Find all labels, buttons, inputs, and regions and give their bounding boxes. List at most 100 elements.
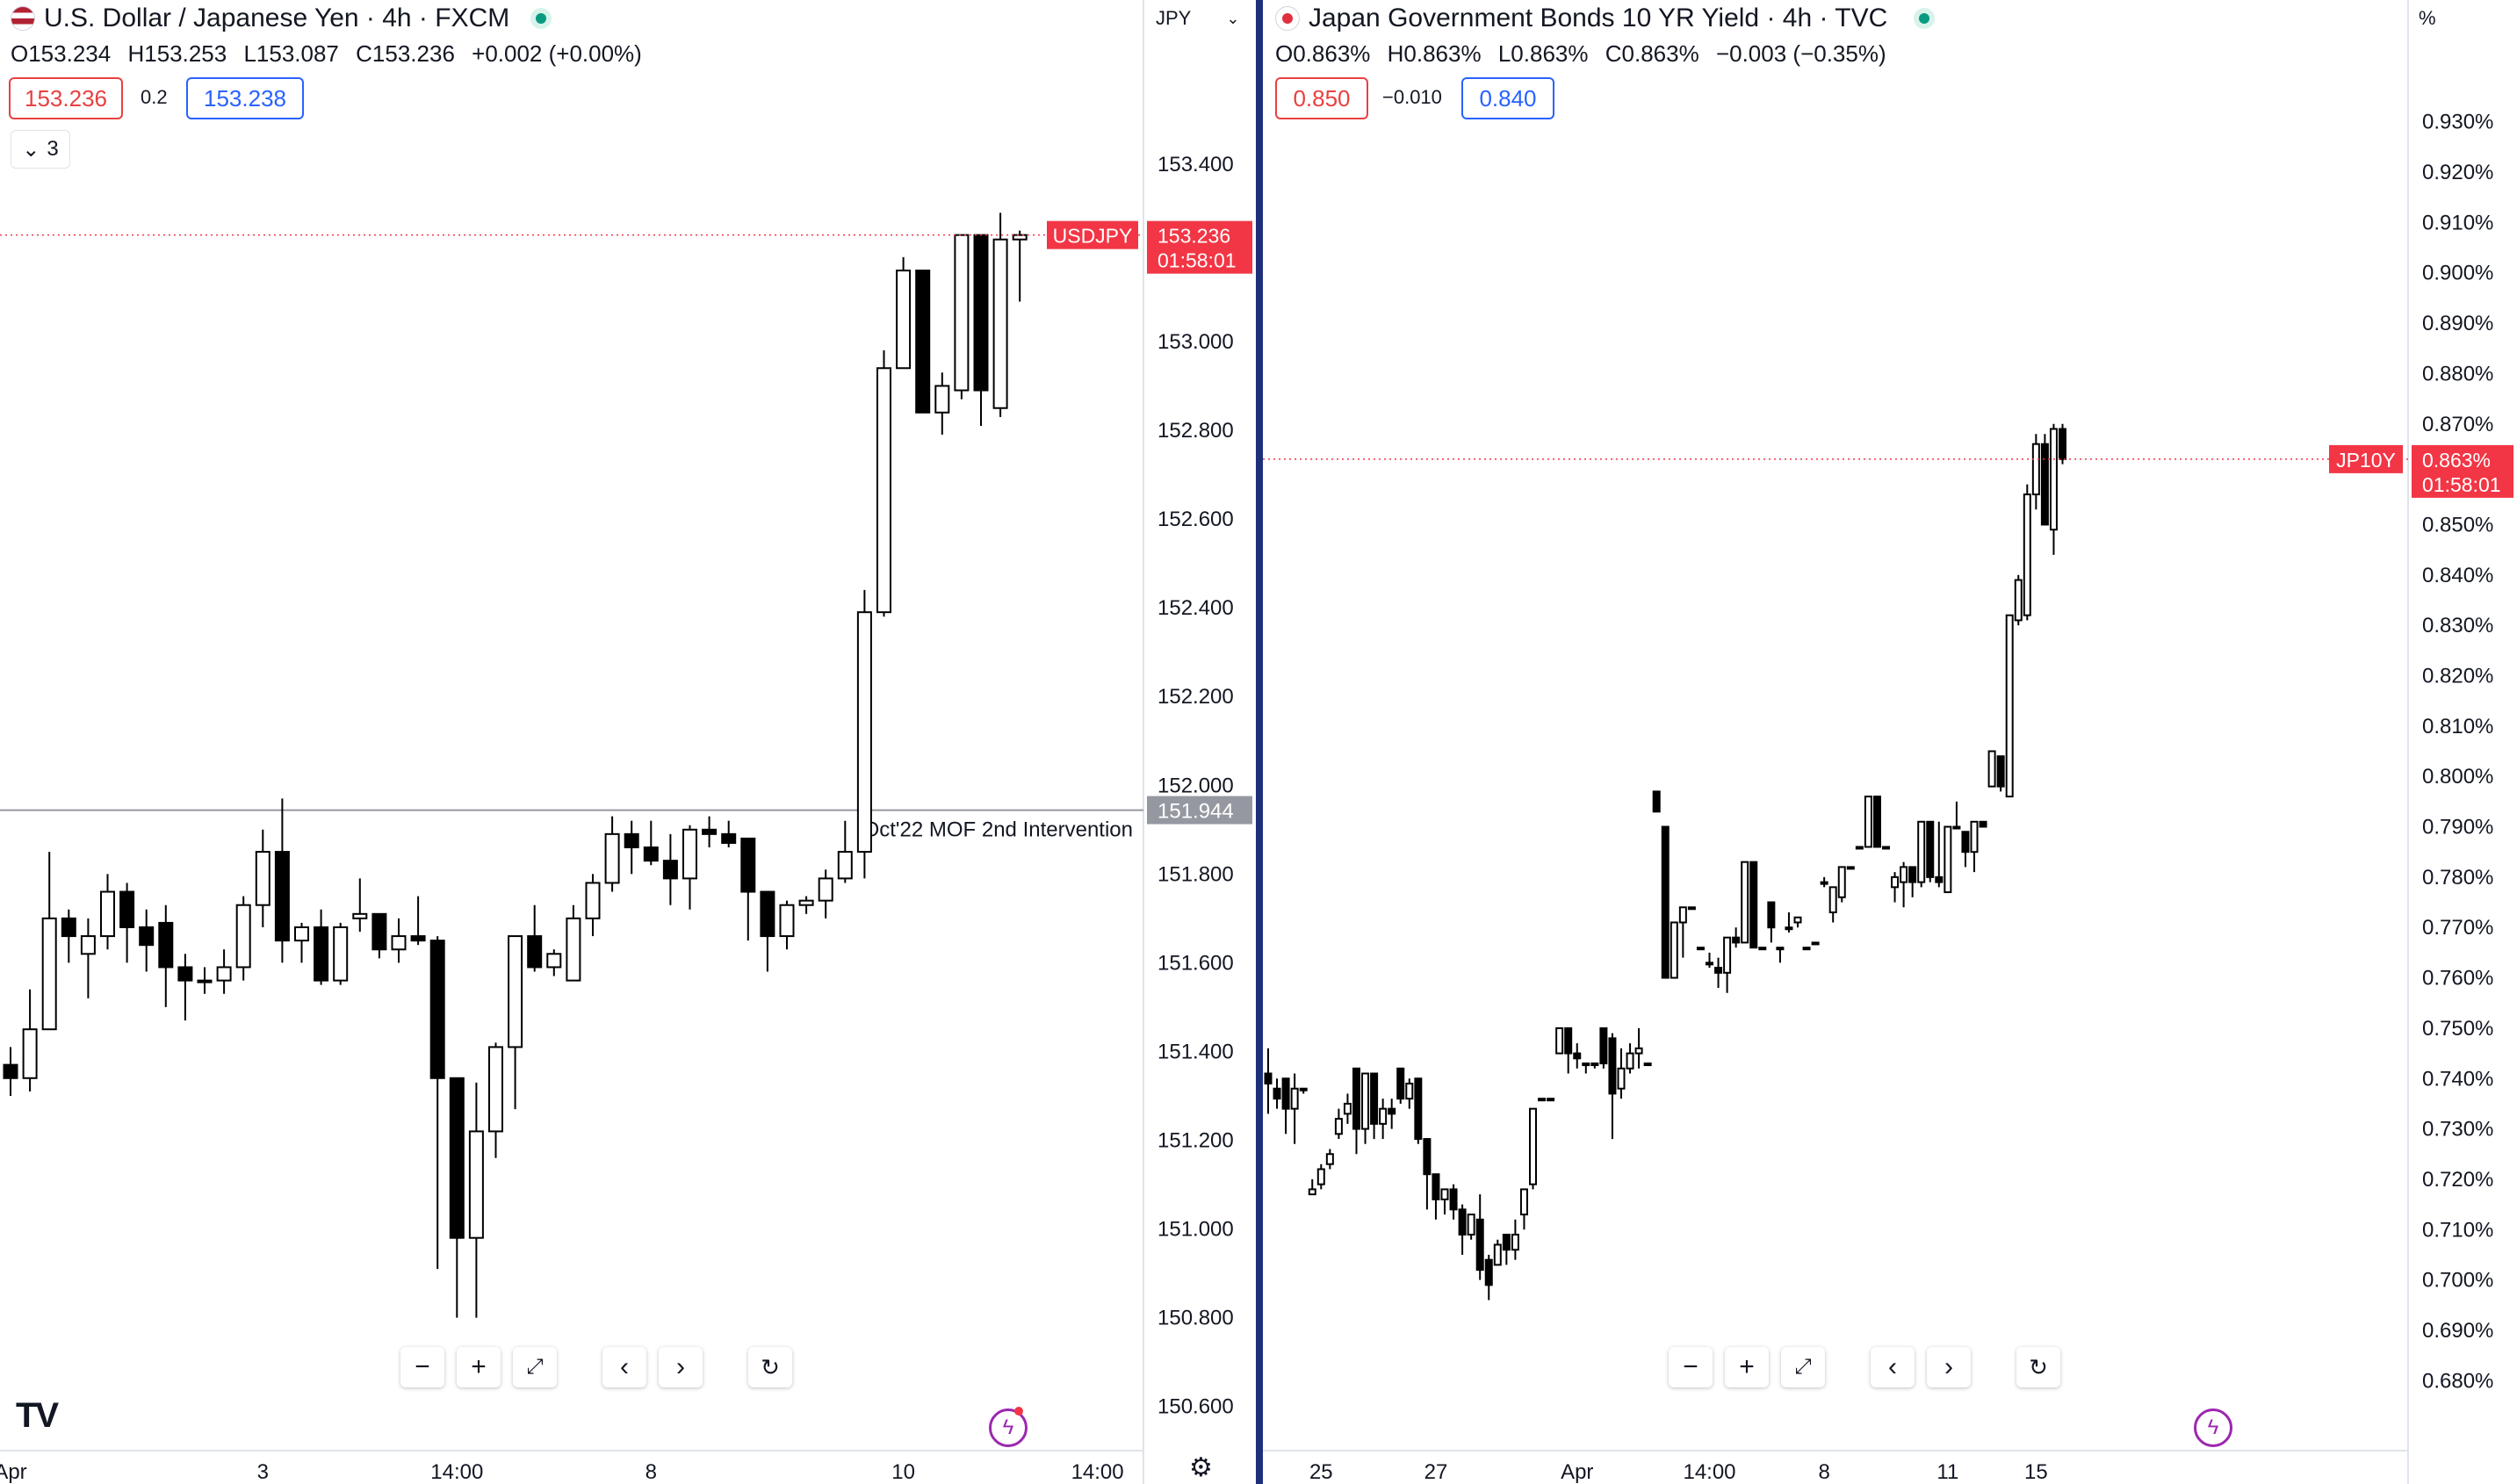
candle	[1828, 886, 1837, 923]
candle-body	[682, 828, 697, 880]
reload-button[interactable]: ↻	[2016, 1347, 2060, 1387]
change-value: +0.002 (+0.00%)	[472, 40, 642, 67]
zoom-in-button[interactable]: +	[1725, 1347, 1769, 1387]
symbol-tag-box	[2329, 444, 2403, 473]
jp10y-chart-pane[interactable]: 0.930% 0.920% 0.910% 0.900% 0.890% 0.880% 0.87…	[1263, 0, 2517, 1484]
candle-body	[1846, 866, 1855, 870]
candle-body	[468, 1130, 484, 1239]
currency-unit-select[interactable]: JPY ⌄	[1156, 7, 1239, 30]
candle-body	[1396, 1067, 1405, 1100]
expand-icon: ⤢	[526, 1355, 544, 1379]
candle-body	[1828, 886, 1837, 914]
price-tick-label: 152.800	[1158, 419, 1234, 443]
candle-body	[1926, 820, 1935, 878]
symbol-legend[interactable]: U.S. Dollar / Japanese Yen · 4h · FXCM	[11, 4, 552, 33]
price-tick-label: 0.790%	[2422, 816, 2493, 839]
candle	[1493, 1239, 1502, 1266]
candle	[177, 954, 193, 1021]
candle-body	[566, 917, 581, 982]
indicators-collapse-button[interactable]: ⌄ 3	[11, 130, 70, 169]
tradingview-logo[interactable]: TV	[16, 1396, 59, 1435]
last-price-tag-box	[2412, 444, 2513, 498]
chart-navigation: − + ⤢ ‹ › ↻	[1669, 1347, 2060, 1387]
usdjpy-chart-pane[interactable]: 153.400 153.000 152.800 152.600 152.400 152.2…	[0, 0, 1256, 1484]
candle-body	[818, 877, 833, 902]
candle-body	[1741, 861, 1749, 944]
candle-body	[1440, 1188, 1449, 1200]
zoom-out-button[interactable]: −	[1669, 1347, 1713, 1387]
candle-body	[624, 832, 639, 849]
candle-body	[1944, 825, 1952, 894]
time-tick-label: 14:00	[1683, 1460, 1735, 1484]
sell-button[interactable]: 0.850	[1275, 77, 1368, 119]
candle-body	[1493, 1243, 1502, 1266]
candle-body	[1617, 1067, 1626, 1090]
price-tick-label: 0.890%	[2422, 312, 2493, 335]
reload-button[interactable]: ↻	[748, 1347, 792, 1387]
settings-gear-icon[interactable]: ⚙	[1189, 1453, 1213, 1482]
candle-body	[1547, 1098, 1555, 1102]
price-tick-label: 0.680%	[2422, 1369, 2493, 1393]
candle-body	[119, 890, 135, 928]
candle-body	[1855, 846, 1864, 850]
price-tick-label: 0.830%	[2422, 614, 2493, 638]
candle-body	[1582, 1063, 1590, 1067]
candle-body	[1590, 1063, 1599, 1067]
spread-value: −0.010	[1382, 86, 1442, 108]
candle	[410, 896, 426, 946]
candle	[1264, 1048, 1273, 1114]
buy-button[interactable]: 153.238	[186, 77, 304, 119]
candle	[1687, 906, 1696, 911]
reset-scale-button[interactable]: ⤢	[513, 1347, 557, 1387]
candle	[197, 967, 213, 994]
candle-body	[1308, 1188, 1316, 1196]
symbol-legend[interactable]: Japan Government Bonds 10 YR Yield · 4h …	[1275, 4, 1936, 33]
pane-divider[interactable]	[1256, 0, 1263, 1484]
reset-scale-button[interactable]: ⤢	[1781, 1347, 1825, 1387]
candle-body	[604, 832, 620, 884]
candle	[837, 820, 853, 883]
scroll-left-button[interactable]: ‹	[1871, 1347, 1915, 1387]
zoom-out-button[interactable]: −	[400, 1347, 444, 1387]
candle-body	[216, 966, 232, 982]
usdjpy-chart[interactable]: 153.400 153.000 152.800 152.600 152.400 152.2…	[0, 0, 1256, 1484]
expand-icon: ⤢	[1794, 1355, 1812, 1379]
candle-body	[2005, 614, 2014, 798]
candle-body	[1484, 1258, 1493, 1286]
candle	[1732, 927, 1741, 948]
candle-body	[1996, 755, 2005, 788]
lightning-icon[interactable]: ϟ	[989, 1408, 1028, 1447]
sell-button[interactable]: 153.236	[9, 77, 123, 119]
candle	[1423, 1138, 1432, 1210]
candle-body	[391, 935, 407, 951]
open-value: O153.234	[11, 40, 112, 67]
candle-body	[1882, 846, 1890, 850]
change-value: −0.003 (−0.35%)	[1715, 40, 1886, 67]
unit-label[interactable]: %	[2419, 7, 2436, 30]
candle	[1987, 750, 1996, 788]
candle	[643, 820, 659, 866]
scroll-right-button[interactable]: ›	[659, 1347, 703, 1387]
candle	[973, 234, 989, 426]
time-tick-label: 14:00	[1071, 1460, 1124, 1484]
scroll-left-button[interactable]: ‹	[602, 1347, 646, 1387]
candle	[1379, 1099, 1388, 1140]
candle-body	[429, 940, 445, 1079]
lightning-icon[interactable]: ϟ	[2194, 1408, 2232, 1447]
scroll-right-button[interactable]: ›	[1927, 1347, 1971, 1387]
time-tick-label: 15	[2024, 1460, 2048, 1484]
zoom-in-button[interactable]: +	[457, 1347, 501, 1387]
jp10y-chart[interactable]: 0.930% 0.920% 0.910% 0.900% 0.890% 0.880% 0.87…	[1263, 0, 2517, 1484]
chevron-left-icon: ‹	[1888, 1352, 1897, 1381]
buy-button[interactable]: 0.840	[1461, 77, 1554, 119]
candle-body	[1696, 947, 1705, 951]
candle	[1785, 912, 1793, 933]
candle	[1370, 1072, 1379, 1140]
candle-body	[1643, 1063, 1652, 1067]
candle	[740, 837, 756, 941]
candle-body	[158, 921, 174, 969]
candle-body	[1449, 1188, 1458, 1211]
candle	[61, 909, 76, 963]
candle	[1917, 820, 1926, 888]
intervention-label: Oct'22 MOF 2nd Intervention	[863, 818, 1133, 842]
